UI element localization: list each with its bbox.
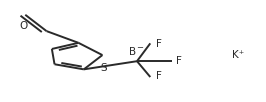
Text: F: F bbox=[156, 71, 162, 81]
Text: O: O bbox=[20, 21, 28, 31]
Text: B: B bbox=[129, 47, 136, 57]
Text: K⁺: K⁺ bbox=[232, 50, 244, 60]
Text: F: F bbox=[176, 56, 182, 66]
Text: S: S bbox=[101, 63, 107, 73]
Text: F: F bbox=[156, 39, 162, 49]
Text: −: − bbox=[136, 44, 143, 53]
